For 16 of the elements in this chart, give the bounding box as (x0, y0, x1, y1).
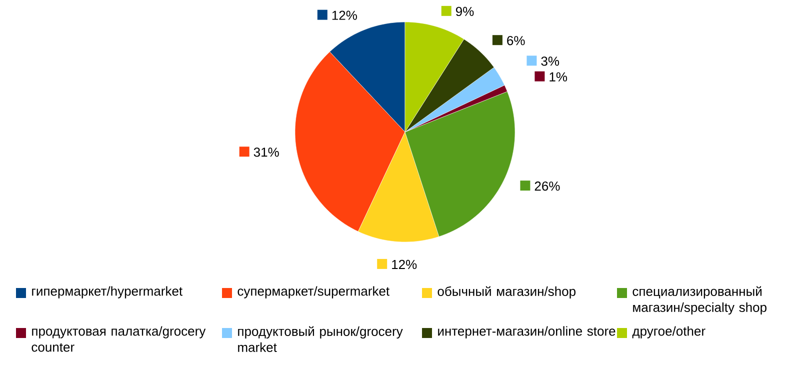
data-label: 6% (507, 36, 525, 46)
legend-label: гипермаркет/hypermarket (32, 286, 182, 298)
legend-label: продуктовая палатка/grocery counter (32, 326, 206, 352)
data-label: 12% (392, 260, 417, 270)
data-label: 12% (332, 10, 357, 20)
legend-label: обычный магазин/shop (438, 286, 576, 299)
legend-label: специализированный магазин/specialty shop (632, 286, 766, 315)
legend-label: продуктовый рынок/grocery market (238, 326, 403, 352)
legend-label: другое/other (632, 326, 706, 338)
data-label: 31% (254, 148, 279, 157)
data-label: 9% (456, 6, 474, 16)
data-label: 3% (541, 56, 560, 66)
legend-label: интернет-магазин/online store (438, 326, 616, 338)
data-label: 1% (550, 72, 568, 82)
data-label: 26% (534, 182, 560, 191)
legend-label: супермаркет/supermarket (238, 286, 390, 298)
